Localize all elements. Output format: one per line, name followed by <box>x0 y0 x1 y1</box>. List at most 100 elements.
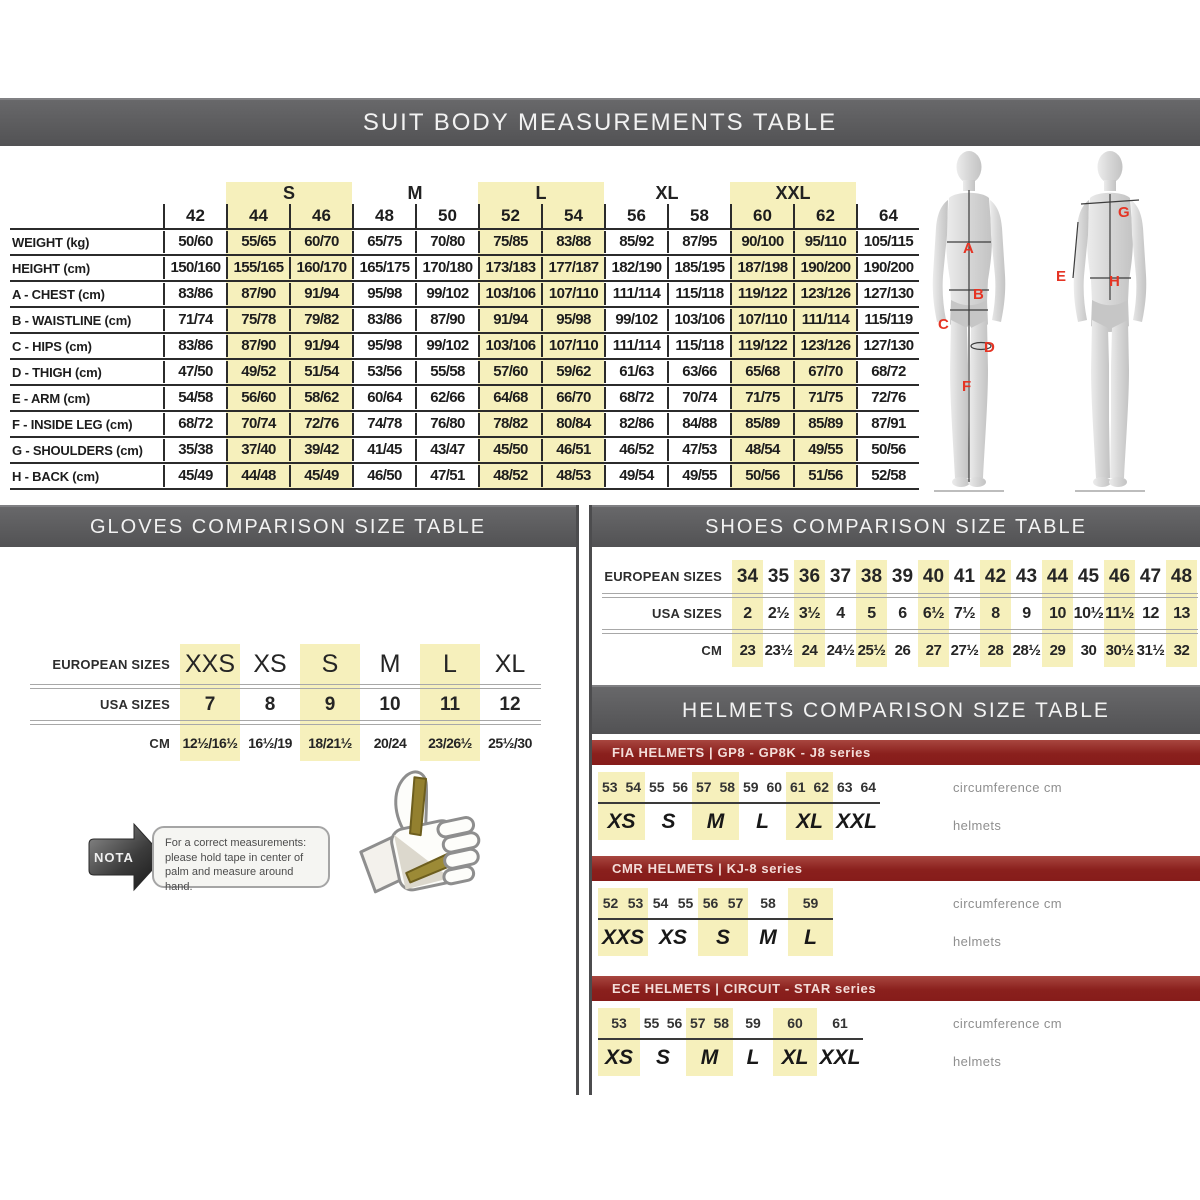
suit-cell: 71/75 <box>730 387 793 409</box>
size-cell: 7½ <box>953 604 976 622</box>
suit-cell: 170/180 <box>415 257 478 279</box>
size-cell: 18/21½ <box>308 735 352 751</box>
helmet-size-value: XXL <box>836 810 877 833</box>
suit-cell: 105/115 <box>856 231 919 253</box>
suit-cell: 55/65 <box>226 231 289 253</box>
highlight-band <box>856 560 887 667</box>
size-cell: 9 <box>1022 604 1031 622</box>
suit-cell: 58/62 <box>289 387 352 409</box>
suit-cell: 190/200 <box>856 257 919 279</box>
suit-size-col: 48 <box>352 204 415 228</box>
size-cell: 11 <box>439 693 461 715</box>
helmet-size-value: XXL <box>819 1046 861 1069</box>
suit-cell: 99/102 <box>415 283 478 305</box>
helmet-size-column: 54 55 XS <box>648 888 698 956</box>
suit-cell: 49/54 <box>604 465 667 487</box>
size-cell: 20/24 <box>373 735 407 751</box>
row-divider <box>602 593 1198 598</box>
suit-cell: 70/74 <box>667 387 730 409</box>
circumference-cells: 52 53 <box>598 888 648 920</box>
suit-cell: 37/40 <box>226 439 289 461</box>
suit-cell: 103/106 <box>478 283 541 305</box>
size-cell: 3½ <box>798 604 821 622</box>
helmet-size-column: 61 62 XL <box>786 772 833 840</box>
size-cell: 10 <box>379 693 401 715</box>
helmet-table-fia: FIA HELMETS | GP8 - GP8K - J8 series 53 54… <box>592 740 1200 840</box>
circumference-cells: 53 <box>598 1008 640 1040</box>
suit-cell: 41/45 <box>352 439 415 461</box>
suit-measurements-table: S M L XL XXL 42 44 46 48 50 52 54 56 58 60 62 64 WEIGHT (… <box>10 182 919 490</box>
figure-letter: E <box>1056 268 1066 285</box>
helmet-size-column: 58 M <box>748 888 788 956</box>
suit-cell: 53/56 <box>352 361 415 383</box>
suit-cell: 190/200 <box>793 257 856 279</box>
suit-size-col: 58 <box>667 204 730 228</box>
helmet-size-column: 63 64 XXL <box>833 772 880 840</box>
suit-cell: 66/70 <box>541 387 604 409</box>
suit-cell: 84/88 <box>667 413 730 435</box>
suit-cell: 47/50 <box>163 361 226 383</box>
helmets-label: helmets <box>953 1054 1002 1069</box>
size-cell: 32 <box>1173 642 1190 659</box>
size-cell: 13 <box>1173 604 1190 622</box>
suit-size-col: 46 <box>289 204 352 228</box>
suit-cell: 182/190 <box>604 257 667 279</box>
suit-cell: 50/56 <box>730 465 793 487</box>
suit-cell: 49/55 <box>667 465 730 487</box>
circumference-value: 59 <box>745 1015 761 1031</box>
suit-cell: 185/195 <box>667 257 730 279</box>
size-cell: 6 <box>898 604 907 622</box>
helmet-columns: 52 53 XXS 54 55 XS 56 57 S 58 M 59 L <box>598 888 1200 956</box>
size-row: EUROPEAN SIZES 34 35 36 37 38 39 40 41 42 43 44 45 46… <box>602 560 1198 593</box>
helmet-table-body: 53 XS 55 56 S 57 58 M 59 L 60 XL 61 XXL circumference … <box>598 1008 1200 1076</box>
size-cell: 45 <box>1077 565 1100 587</box>
helmet-size-value: XL <box>781 1046 809 1069</box>
suit-cell: 123/126 <box>793 335 856 357</box>
suit-cell: 51/54 <box>289 361 352 383</box>
size-cell: 34 <box>736 565 759 587</box>
suit-cell: 46/50 <box>352 465 415 487</box>
size-cell: 30½ <box>1105 642 1134 659</box>
suit-cell: 68/72 <box>604 387 667 409</box>
suit-cell: 56/60 <box>226 387 289 409</box>
size-cell: 8 <box>264 693 276 715</box>
highlight-band <box>420 644 480 761</box>
size-cell: 4 <box>836 604 845 622</box>
helmet-series-bar: FIA HELMETS | GP8 - GP8K - J8 series <box>592 740 1200 765</box>
suit-cell: 103/106 <box>478 335 541 357</box>
size-cell: 23 <box>739 642 756 659</box>
suit-cell: 45/49 <box>163 465 226 487</box>
suit-cell: 83/86 <box>163 283 226 305</box>
suit-size-groups-row: S M L XL XXL <box>10 182 919 204</box>
suit-cell: 70/80 <box>415 231 478 253</box>
size-cell: L <box>443 649 457 678</box>
helmet-table-cmr: CMR HELMETS | KJ-8 series 52 53 XXS 54 55 XS 56… <box>592 856 1200 956</box>
circumference-cells: 59 60 <box>739 772 786 804</box>
suit-cell: 83/86 <box>163 335 226 357</box>
row-label: USA SIZES <box>652 606 722 621</box>
circumference-value: 58 <box>719 779 736 795</box>
size-cell: 24½ <box>826 642 855 659</box>
suit-cell: 87/90 <box>226 283 289 305</box>
suit-cell: 64/68 <box>478 387 541 409</box>
helmet-table-body: 53 54 XS 55 56 S 57 58 M 59 60 L 61 62 XL 63 64 XXL circum… <box>598 772 1200 840</box>
nota-arrow-label: NOTA <box>94 850 134 865</box>
figure-letter: H <box>1109 273 1120 290</box>
suit-cell: 83/86 <box>352 309 415 331</box>
suit-group-label: XL <box>655 183 679 203</box>
helmet-size-value: XS <box>658 926 687 949</box>
suit-row: B - WAISTLINE (cm) 71/74 75/78 79/82 83/86 87… <box>10 306 919 332</box>
suit-cell: 87/95 <box>667 231 730 253</box>
highlight-band <box>1104 560 1135 667</box>
helmet-size-column: 60 XL <box>773 1008 817 1076</box>
helmet-table-ece: ECE HELMETS | CIRCUIT - STAR series 53 XS 5… <box>592 976 1200 1076</box>
figure-letter: B <box>973 286 984 303</box>
circumference-cells: 59 <box>788 888 833 920</box>
suit-cell: 60/70 <box>289 231 352 253</box>
size-cell: 12 <box>499 693 521 715</box>
size-cell: 8 <box>991 604 1000 622</box>
circumference-value: 61 <box>789 779 806 795</box>
helmets-label: helmets <box>953 818 1002 833</box>
suit-cell: 83/88 <box>541 231 604 253</box>
size-cell: 46 <box>1108 565 1131 587</box>
